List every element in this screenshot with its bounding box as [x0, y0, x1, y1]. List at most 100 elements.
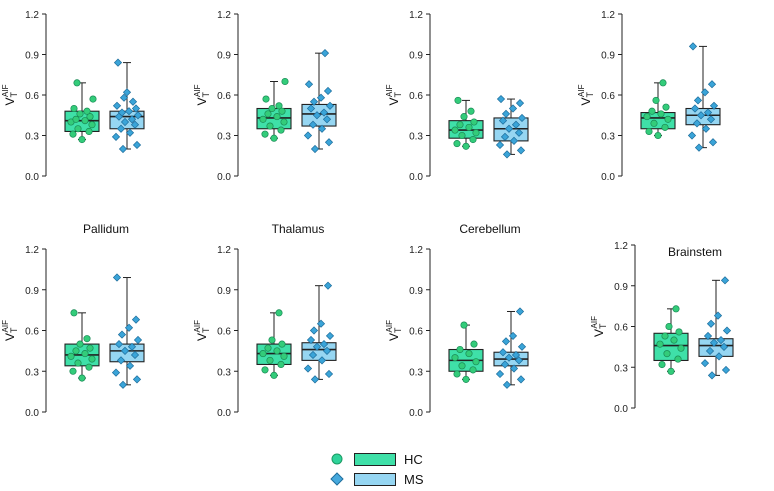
data-point-hc: [472, 129, 480, 137]
data-point-hc: [462, 375, 470, 383]
data-point-hc: [469, 366, 477, 374]
data-point-hc: [72, 115, 80, 123]
data-point-ms: [306, 104, 316, 113]
data-point-ms: [688, 42, 698, 51]
data-point-ms: [117, 330, 127, 339]
data-point-ms: [304, 80, 314, 89]
data-point-ms: [501, 337, 511, 346]
y-axis-label: VTAIF: [590, 316, 607, 337]
data-point-hc: [648, 107, 656, 115]
y-tick-label: 1.2: [25, 10, 39, 21]
data-point-hc: [268, 104, 276, 113]
data-point-ms: [322, 115, 332, 124]
y-tick-label: 0.6: [217, 91, 231, 102]
data-point-hc: [70, 309, 78, 317]
y-tick-label: 0.9: [409, 51, 423, 62]
data-point-hc: [277, 360, 285, 369]
data-point-ms: [500, 132, 510, 141]
data-point-hc: [275, 102, 283, 110]
legend-label-hc: HC: [404, 451, 423, 467]
data-point-ms: [701, 124, 711, 133]
data-point-hc: [465, 123, 473, 131]
chart-title: Brainstem: [668, 245, 722, 259]
y-tick-label: 1.2: [409, 245, 423, 256]
data-point-hc: [85, 127, 93, 136]
data-point-hc: [273, 347, 281, 355]
data-point-hc: [453, 370, 461, 378]
y-tick-label: 0.0: [409, 172, 423, 183]
data-point-ms: [516, 375, 526, 384]
data-point-ms: [504, 124, 514, 133]
legend-item-ms: MS: [330, 470, 424, 488]
chart-title: Cerebellum: [459, 222, 520, 236]
legend-box-ms: [354, 472, 396, 486]
data-point-hc: [467, 107, 475, 115]
y-tick-label: 1.2: [217, 245, 231, 256]
data-point-ms: [111, 132, 121, 141]
y-axis-label: VTAIF: [577, 84, 594, 105]
data-point-hc: [469, 136, 477, 144]
data-point-hc: [69, 130, 77, 138]
data-point-ms: [692, 119, 702, 128]
data-point-ms: [502, 380, 512, 389]
data-point-hc: [268, 336, 276, 344]
data-point-ms: [515, 99, 525, 108]
y-tick-label: 0.9: [601, 51, 615, 62]
data-point-ms: [308, 350, 318, 360]
data-point-hc: [262, 95, 270, 103]
data-point-ms: [122, 88, 132, 97]
y-tick-label: 0.3: [217, 132, 231, 143]
data-point-hc: [652, 96, 660, 104]
data-point-ms: [498, 348, 508, 357]
data-point-hc: [472, 358, 480, 366]
data-point-ms: [118, 380, 128, 389]
data-point-hc: [78, 136, 86, 144]
data-point-ms: [303, 364, 313, 373]
data-point-ms: [316, 93, 326, 102]
data-point-ms: [495, 369, 505, 379]
data-point-hc: [259, 350, 267, 358]
data-point-hc: [83, 335, 91, 343]
y-axis-label: VTAIF: [1, 84, 18, 105]
y-tick-label: 1.2: [601, 10, 615, 21]
data-point-hc: [650, 119, 658, 127]
data-point-hc: [456, 345, 464, 354]
data-point-hc: [458, 362, 466, 370]
data-point-ms: [319, 108, 329, 117]
data-point-hc: [674, 355, 682, 363]
data-point-hc: [72, 347, 80, 355]
data-point-hc: [266, 122, 274, 130]
data-point-ms: [700, 88, 710, 97]
data-point-ms: [703, 108, 713, 117]
y-tick-label: 0.6: [409, 327, 423, 338]
data-point-ms: [714, 352, 724, 361]
data-point-hc: [83, 107, 91, 115]
data-point-ms: [511, 350, 521, 360]
data-point-ms: [132, 140, 142, 150]
ms-diamond-icon: [330, 472, 344, 486]
data-point-ms: [706, 115, 716, 124]
chart-panel-4: 0.0 0.3 0.6 0.9 1.2 VTAIF: [577, 10, 721, 183]
y-tick-label: 0.3: [25, 132, 39, 143]
data-point-ms: [509, 136, 519, 145]
data-point-hc: [672, 305, 680, 313]
data-point-ms: [495, 140, 505, 150]
data-point-hc: [69, 367, 77, 375]
chart-panel-8: Brainstem 0.0 0.3 0.6 0.9 1.2 VTAIF: [590, 241, 734, 415]
y-tick-label: 0.6: [217, 327, 231, 338]
y-tick-label: 1.2: [25, 245, 39, 256]
data-point-hc: [458, 131, 466, 140]
data-point-ms: [124, 323, 134, 332]
data-point-hc: [277, 126, 285, 134]
data-point-ms: [133, 111, 143, 120]
data-point-hc: [275, 309, 283, 317]
data-point-ms: [511, 120, 521, 129]
data-point-ms: [719, 342, 729, 351]
data-point-ms: [504, 353, 514, 362]
data-point-hc: [261, 366, 269, 374]
y-tick-label: 0.6: [25, 327, 39, 338]
data-point-ms: [132, 375, 142, 384]
data-point-hc: [88, 355, 96, 363]
data-point-hc: [278, 340, 286, 348]
data-point-ms: [325, 331, 335, 341]
